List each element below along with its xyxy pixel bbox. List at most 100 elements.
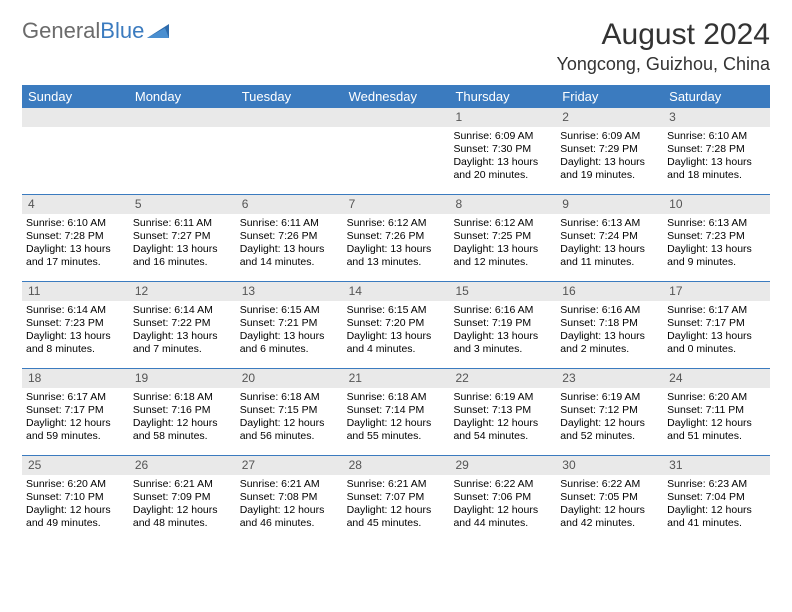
day-line: Sunrise: 6:22 AM (560, 478, 659, 491)
week-row: 25Sunrise: 6:20 AMSunset: 7:10 PMDayligh… (22, 455, 770, 542)
day-number: 18 (22, 369, 129, 388)
day-line: Sunset: 7:06 PM (453, 491, 552, 504)
day-line: Sunset: 7:16 PM (133, 404, 232, 417)
day-line: Daylight: 13 hours and 4 minutes. (347, 330, 446, 356)
day-line: Daylight: 13 hours and 9 minutes. (667, 243, 766, 269)
day-content: Sunrise: 6:14 AMSunset: 7:22 PMDaylight:… (129, 301, 236, 359)
day-line: Daylight: 13 hours and 20 minutes. (453, 156, 552, 182)
day-line: Sunrise: 6:13 AM (667, 217, 766, 230)
day-number: 12 (129, 282, 236, 301)
logo-text-1: General (22, 18, 100, 44)
day-content: Sunrise: 6:11 AMSunset: 7:26 PMDaylight:… (236, 214, 343, 272)
day-line: Sunset: 7:28 PM (667, 143, 766, 156)
week-row: 1Sunrise: 6:09 AMSunset: 7:30 PMDaylight… (22, 108, 770, 194)
day-line: Daylight: 13 hours and 13 minutes. (347, 243, 446, 269)
day-number: 17 (663, 282, 770, 301)
day-line: Sunrise: 6:16 AM (453, 304, 552, 317)
day-number: 31 (663, 456, 770, 475)
day-content: Sunrise: 6:18 AMSunset: 7:14 PMDaylight:… (343, 388, 450, 446)
day-cell (343, 108, 450, 194)
day-cell: 9Sunrise: 6:13 AMSunset: 7:24 PMDaylight… (556, 195, 663, 281)
day-cell (22, 108, 129, 194)
day-line: Daylight: 13 hours and 18 minutes. (667, 156, 766, 182)
day-cell: 2Sunrise: 6:09 AMSunset: 7:29 PMDaylight… (556, 108, 663, 194)
day-line: Daylight: 12 hours and 54 minutes. (453, 417, 552, 443)
day-line: Sunrise: 6:19 AM (560, 391, 659, 404)
day-content: Sunrise: 6:13 AMSunset: 7:24 PMDaylight:… (556, 214, 663, 272)
day-line: Daylight: 13 hours and 16 minutes. (133, 243, 232, 269)
day-line: Sunset: 7:17 PM (26, 404, 125, 417)
day-line: Daylight: 12 hours and 49 minutes. (26, 504, 125, 530)
day-line: Sunrise: 6:14 AM (133, 304, 232, 317)
day-line: Daylight: 12 hours and 58 minutes. (133, 417, 232, 443)
day-cell: 16Sunrise: 6:16 AMSunset: 7:18 PMDayligh… (556, 282, 663, 368)
day-number: 11 (22, 282, 129, 301)
day-number (236, 108, 343, 127)
day-line: Sunset: 7:09 PM (133, 491, 232, 504)
day-line: Sunset: 7:23 PM (26, 317, 125, 330)
day-line: Sunrise: 6:21 AM (240, 478, 339, 491)
day-cell: 14Sunrise: 6:15 AMSunset: 7:20 PMDayligh… (343, 282, 450, 368)
day-line: Daylight: 12 hours and 52 minutes. (560, 417, 659, 443)
day-line: Sunset: 7:28 PM (26, 230, 125, 243)
day-cell: 10 Sunrise: 6:13 AMSunset: 7:23 PMDayligh… (663, 195, 770, 281)
day-line: Sunrise: 6:22 AM (453, 478, 552, 491)
day-cell: 7Sunrise: 6:12 AMSunset: 7:26 PMDaylight… (343, 195, 450, 281)
day-line: Sunset: 7:30 PM (453, 143, 552, 156)
day-line: Sunrise: 6:18 AM (347, 391, 446, 404)
day-line: Sunrise: 6:10 AM (667, 130, 766, 143)
day-number: 15 (449, 282, 556, 301)
day-content: Sunrise: 6:17 AMSunset: 7:17 PMDaylight:… (22, 388, 129, 446)
day-content: Sunrise: 6:17 AMSunset: 7:17 PMDaylight:… (663, 301, 770, 359)
day-line: Sunrise: 6:13 AM (560, 217, 659, 230)
day-content: Sunrise: 6:22 AMSunset: 7:05 PMDaylight:… (556, 475, 663, 533)
day-number: 2 (556, 108, 663, 127)
day-line: Daylight: 12 hours and 55 minutes. (347, 417, 446, 443)
day-line: Daylight: 13 hours and 2 minutes. (560, 330, 659, 356)
day-content: Sunrise: 6:15 AMSunset: 7:20 PMDaylight:… (343, 301, 450, 359)
day-content: Sunrise: 6:19 AMSunset: 7:13 PMDaylight:… (449, 388, 556, 446)
day-line: Sunrise: 6:23 AM (667, 478, 766, 491)
day-number: 7 (343, 195, 450, 214)
day-header: Thursday (449, 85, 556, 108)
day-number: 24 (663, 369, 770, 388)
day-cell: 1Sunrise: 6:09 AMSunset: 7:30 PMDaylight… (449, 108, 556, 194)
day-content: Sunrise: 6:09 AMSunset: 7:29 PMDaylight:… (556, 127, 663, 185)
day-number: 10 (663, 195, 770, 214)
day-line: Sunset: 7:24 PM (560, 230, 659, 243)
day-line: Sunrise: 6:11 AM (240, 217, 339, 230)
calendar: SundayMondayTuesdayWednesdayThursdayFrid… (22, 85, 770, 542)
day-number: 8 (449, 195, 556, 214)
day-number: 28 (343, 456, 450, 475)
day-line: Sunset: 7:14 PM (347, 404, 446, 417)
day-cell: 25Sunrise: 6:20 AMSunset: 7:10 PMDayligh… (22, 456, 129, 542)
day-header: Saturday (663, 85, 770, 108)
day-number: 4 (22, 195, 129, 214)
day-content: Sunrise: 6:10 AMSunset: 7:28 PMDaylight:… (22, 214, 129, 272)
day-content: Sunrise: 6:18 AMSunset: 7:16 PMDaylight:… (129, 388, 236, 446)
day-header: Tuesday (236, 85, 343, 108)
day-number: 30 (556, 456, 663, 475)
week-row: 4Sunrise: 6:10 AMSunset: 7:28 PMDaylight… (22, 194, 770, 281)
day-cell: 6Sunrise: 6:11 AMSunset: 7:26 PMDaylight… (236, 195, 343, 281)
day-line: Sunrise: 6:15 AM (347, 304, 446, 317)
day-content: Sunrise: 6:22 AMSunset: 7:06 PMDaylight:… (449, 475, 556, 533)
day-number: 29 (449, 456, 556, 475)
day-cell: 8Sunrise: 6:12 AMSunset: 7:25 PMDaylight… (449, 195, 556, 281)
day-header: Friday (556, 85, 663, 108)
day-number: 21 (343, 369, 450, 388)
day-line: Sunrise: 6:09 AM (560, 130, 659, 143)
day-line: Daylight: 12 hours and 48 minutes. (133, 504, 232, 530)
day-line: Sunset: 7:23 PM (667, 230, 766, 243)
day-line: Daylight: 12 hours and 44 minutes. (453, 504, 552, 530)
day-number: 23 (556, 369, 663, 388)
day-line: Daylight: 12 hours and 42 minutes. (560, 504, 659, 530)
day-line: Sunrise: 6:14 AM (26, 304, 125, 317)
day-line: Sunrise: 6:10 AM (26, 217, 125, 230)
day-content: Sunrise: 6:19 AMSunset: 7:12 PMDaylight:… (556, 388, 663, 446)
day-line: Daylight: 13 hours and 17 minutes. (26, 243, 125, 269)
day-line: Sunrise: 6:12 AM (347, 217, 446, 230)
day-line: Sunset: 7:20 PM (347, 317, 446, 330)
day-content: Sunrise: 6:18 AMSunset: 7:15 PMDaylight:… (236, 388, 343, 446)
day-number: 6 (236, 195, 343, 214)
